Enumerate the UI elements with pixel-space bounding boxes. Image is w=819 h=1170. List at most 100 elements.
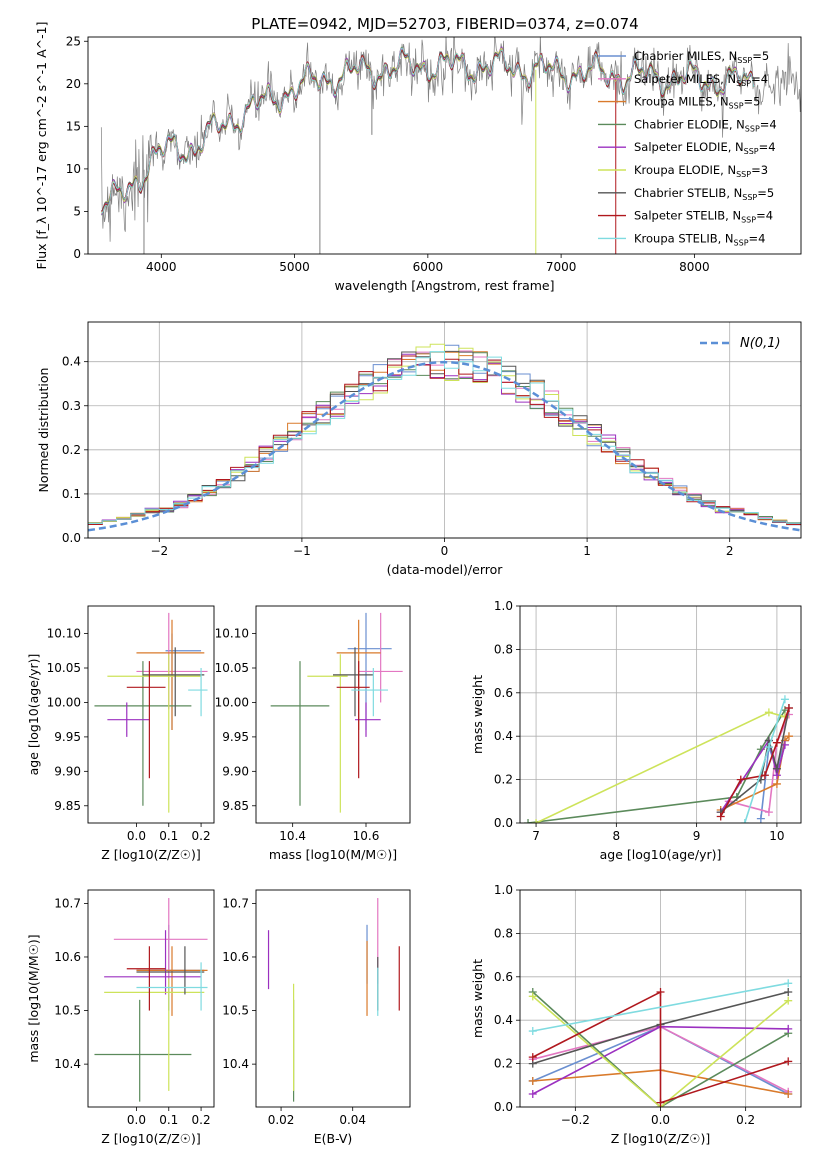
plot-area: [94, 898, 208, 1102]
residual-histogram: [88, 351, 801, 538]
spectrum-legend: Chabrier MILES, NSSP=5 Salpeter MILES, NS…: [598, 49, 777, 247]
mass-vs-z-panel: 0.0 0.1 0.2 10.4 10.5 10.6 10.7 Z [log10(Z/Z☉)]…: [26, 889, 215, 1146]
legend-entry: Salpeter STELIB, NSSP=4: [634, 209, 773, 225]
model-fit-line: [101, 47, 755, 214]
y-tick-label: 1.0: [494, 883, 513, 897]
y-tick-label: 0.3: [62, 399, 81, 413]
y-axis-label: mass [log10(M/M☉)]: [26, 934, 41, 1062]
mass-vs-ebv-panel: 0.02 0.04 10.4 10.5 10.6 10.7 E(B-V): [222, 889, 411, 1146]
y-tick-label: 0.2: [62, 443, 81, 457]
y-tick-label: 9.90: [222, 764, 249, 778]
plot-area: [270, 612, 403, 813]
residuals-panel: −2 −1 0 1 2 0.0 0.1 0.2 0.3 0.4 (data-model)/error…: [36, 321, 802, 577]
y-tick-label: 10.6: [54, 950, 81, 964]
x-tick-label: 10.4: [279, 829, 306, 843]
y-tick-label: 10.05: [47, 661, 81, 675]
x-axis-label: age [log10(age/yr)]: [600, 847, 722, 862]
mass-weight-marker: [528, 1076, 537, 1085]
mass-weight-line: [532, 991, 789, 1107]
x-tick-label: 0.2: [192, 1113, 211, 1127]
mass-weight-marker: [784, 703, 793, 712]
x-axis-label: wavelength [Angstrom, rest frame]: [334, 278, 554, 293]
mass-weight-marker: [528, 1089, 537, 1098]
x-tick-label: 4000: [146, 260, 177, 274]
mass-weight-marker: [764, 743, 773, 752]
plot-area: [267, 898, 400, 1102]
mass-weight-marker: [772, 779, 781, 788]
y-tick-label: 0.8: [494, 642, 513, 656]
legend-entry: Chabrier MILES, NSSP=5: [634, 49, 769, 65]
x-tick-label: 0.0: [127, 829, 146, 843]
y-tick-label: 10.5: [54, 1004, 81, 1018]
mass-weight-marker: [756, 814, 765, 823]
x-tick-label: 10.6: [353, 829, 380, 843]
plot-area: [100, 37, 801, 254]
mass-weight-marker: [784, 987, 793, 996]
y-tick-label: 0.8: [494, 926, 513, 940]
y-axis-label: mass weight: [470, 959, 485, 1038]
y-tick-label: 10.10: [47, 627, 81, 641]
x-axis-label: mass [log10(M/M☉)]: [269, 847, 397, 862]
plot-area: [528, 979, 793, 1107]
x-axis-label: Z [log10(Z/Z☉)]: [101, 847, 201, 862]
plot-area: [524, 695, 793, 823]
mass-weight-marker: [764, 808, 773, 817]
mass-weight-marker: [736, 775, 745, 784]
y-tick-label: 10.7: [54, 896, 81, 910]
axes-frame: [519, 605, 802, 824]
mass-weight-marker: [716, 812, 725, 821]
y-tick-label: 10.6: [222, 950, 249, 964]
mass-weight-marker: [760, 771, 769, 780]
y-tick-label: 0.0: [62, 531, 81, 545]
axes-frame: [87, 36, 802, 255]
legend-entry: Kroupa ELODIE, NSSP=3: [634, 163, 768, 179]
y-tick-label: 0.0: [494, 816, 513, 830]
y-tick-label: 9.95: [222, 730, 249, 744]
y-axis-label: Normed distribution: [36, 368, 51, 493]
x-tick-label: 7: [532, 829, 540, 843]
y-axis-label: Flux [f_λ 10^-17 erg cm^-2 s^-1 A^-1]: [34, 22, 49, 270]
y-tick-label: 0: [73, 247, 81, 261]
y-axis-label: mass weight: [470, 675, 485, 754]
y-tick-label: 20: [66, 77, 81, 91]
legend-entry-normal: N(0,1): [740, 336, 781, 351]
mass-weight-line: [532, 995, 789, 1107]
x-tick-label: 8: [613, 829, 621, 843]
x-tick-label: 7000: [546, 260, 577, 274]
x-tick-label: 6000: [413, 260, 444, 274]
mass-weight-marker: [656, 987, 665, 996]
y-tick-label: 10.00: [47, 695, 81, 709]
axes-frame: [87, 889, 215, 1108]
figure-title: PLATE=0942, MJD=52703, FIBERID=0374, z=0…: [251, 15, 638, 33]
x-tick-label: 9: [693, 829, 701, 843]
y-tick-label: 10.05: [215, 661, 249, 675]
mass-weight-marker: [784, 732, 793, 741]
x-tick-label: 0.0: [127, 1113, 146, 1127]
legend-entry: Kroupa MILES, NSSP=5: [634, 95, 760, 111]
mass-weight-line: [720, 738, 786, 813]
y-tick-label: 0.6: [494, 686, 513, 700]
x-tick-label: 0: [441, 544, 449, 558]
plot-area: [94, 612, 208, 813]
mass-weight-marker: [780, 695, 789, 704]
x-tick-label: 8000: [679, 260, 710, 274]
x-tick-label: 2: [726, 544, 734, 558]
axes-frame: [87, 605, 215, 824]
y-tick-label: 10.5: [222, 1004, 249, 1018]
y-tick-label: 0.2: [494, 1057, 513, 1071]
mass-weight-marker: [784, 996, 793, 1005]
y-tick-label: 0.4: [62, 355, 81, 369]
mass-weight-line: [532, 990, 789, 1104]
mass-weight-marker: [532, 819, 541, 823]
mass-weight-marker: [528, 1053, 537, 1062]
y-tick-label: 1.0: [494, 599, 513, 613]
y-tick-label: 9.95: [54, 730, 81, 744]
mass-weight-marker: [784, 979, 793, 988]
axes-frame: [255, 889, 411, 1108]
y-tick-label: 10: [66, 162, 81, 176]
y-tick-label: 10.00: [215, 695, 249, 709]
normal-curve: [88, 360, 801, 532]
spectrum-panel: 4000 5000 6000 7000 8000 0 5 10 15 20 25 wavelength…: [34, 22, 802, 293]
x-tick-label: 0.1: [159, 1113, 178, 1127]
